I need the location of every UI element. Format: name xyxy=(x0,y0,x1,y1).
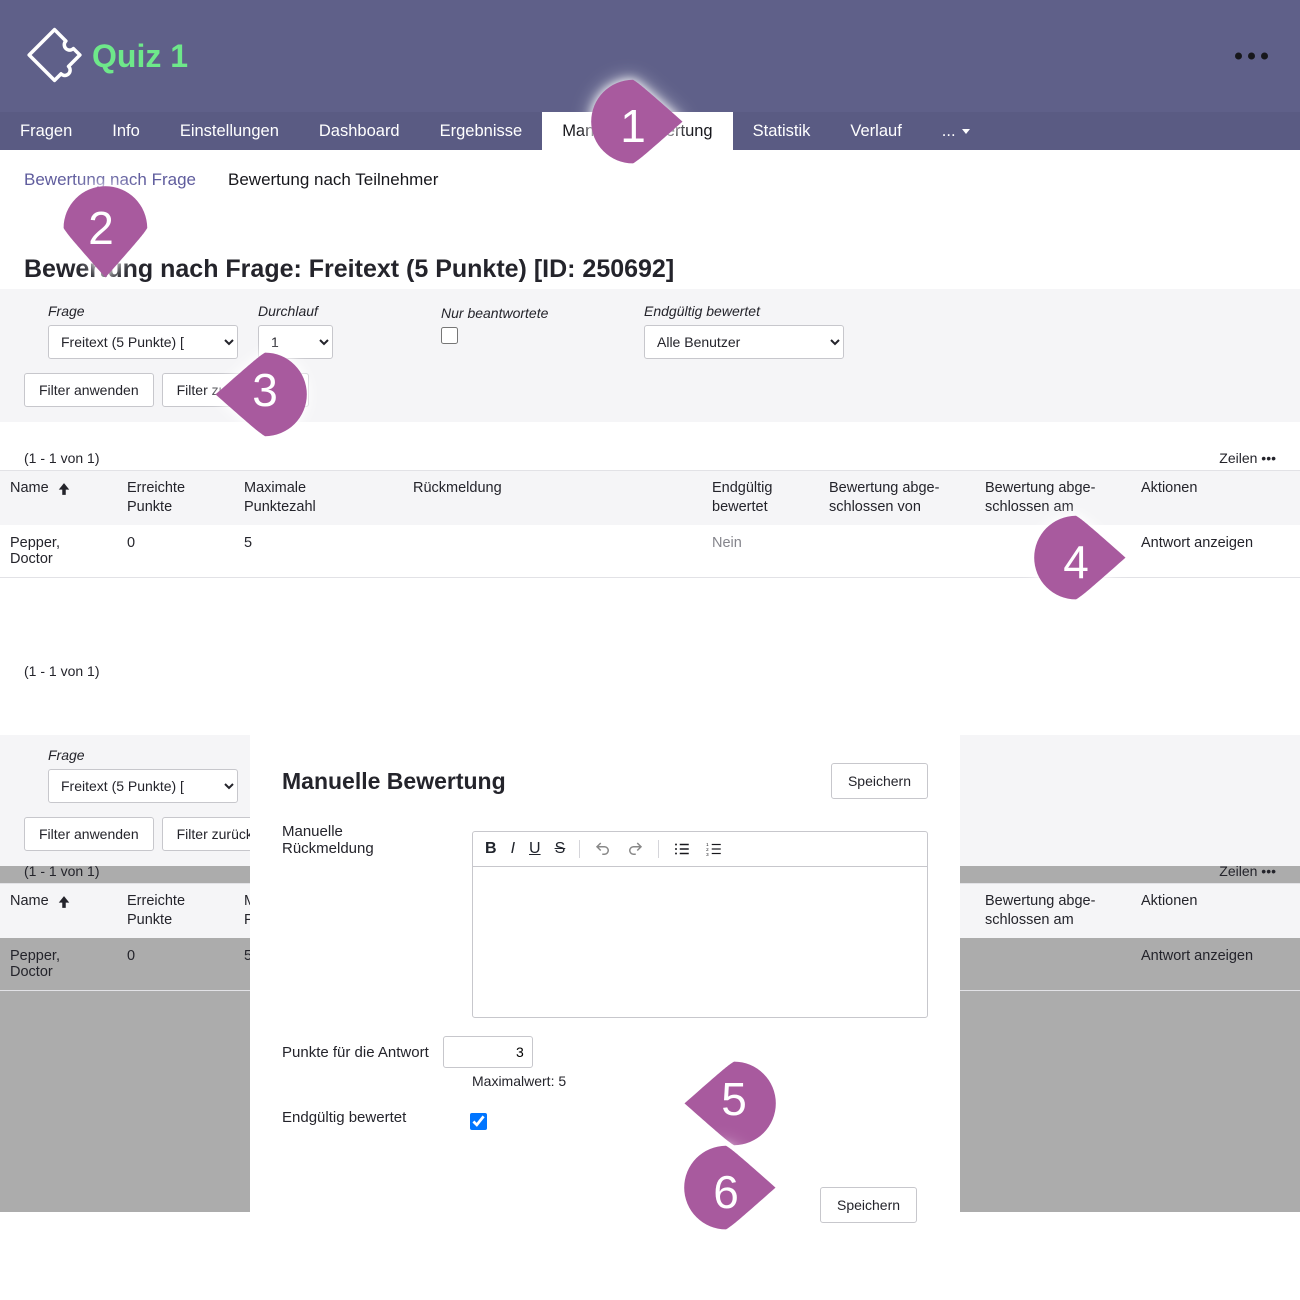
svg-text:3: 3 xyxy=(706,852,709,857)
